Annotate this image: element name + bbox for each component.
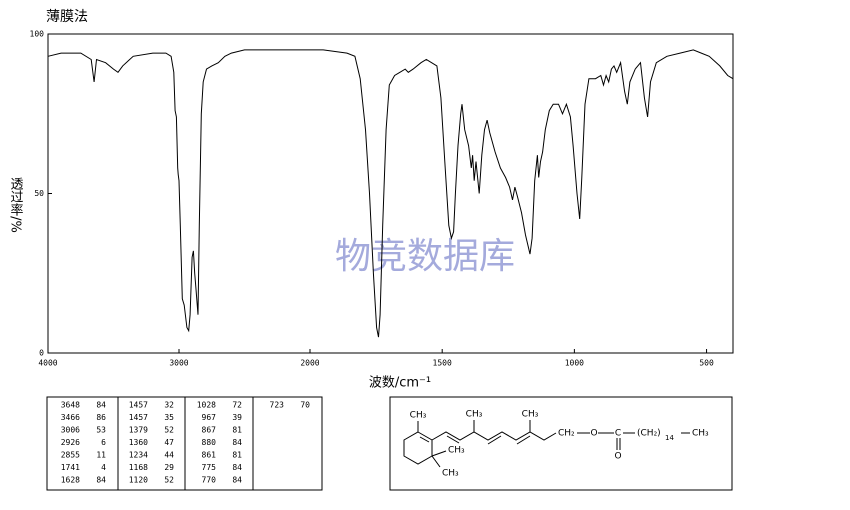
peak-wavenumber: 3466 xyxy=(61,413,80,422)
peak-transmittance: 84 xyxy=(232,476,242,485)
structure-label: CH₃ xyxy=(410,411,427,421)
peak-wavenumber: 1741 xyxy=(61,463,80,472)
x-tick-label: 1500 xyxy=(433,359,452,368)
structure-label: O xyxy=(590,429,597,439)
peak-transmittance: 39 xyxy=(232,413,242,422)
peak-wavenumber: 770 xyxy=(202,476,217,485)
peak-wavenumber: 1028 xyxy=(197,401,216,410)
peak-wavenumber: 723 xyxy=(270,401,285,410)
peak-transmittance: 72 xyxy=(232,401,242,410)
structure-label: CH₃ xyxy=(466,410,483,420)
structure-label: 14 xyxy=(665,434,674,442)
y-tick-label: 50 xyxy=(34,189,44,198)
peak-transmittance: 84 xyxy=(96,476,106,485)
x-tick-label: 2000 xyxy=(300,359,319,368)
peak-wavenumber: 3006 xyxy=(61,426,80,435)
peak-wavenumber: 1457 xyxy=(129,413,148,422)
peak-transmittance: 81 xyxy=(232,426,242,435)
peak-wavenumber: 1457 xyxy=(129,401,148,410)
structure-frame xyxy=(389,396,733,491)
structure-label: O xyxy=(614,452,621,462)
peak-transmittance: 84 xyxy=(232,463,242,472)
peak-wavenumber: 775 xyxy=(202,463,217,472)
peak-transmittance: 52 xyxy=(164,476,174,485)
peak-wavenumber: 861 xyxy=(202,451,217,460)
structure-label: CH₃ xyxy=(448,446,465,456)
peak-transmittance: 29 xyxy=(164,463,174,472)
y-tick-label: 0 xyxy=(39,349,44,358)
peak-transmittance: 32 xyxy=(164,401,174,410)
x-tick-label: 500 xyxy=(699,359,714,368)
peak-transmittance: 84 xyxy=(232,438,242,447)
peak-wavenumber: 2855 xyxy=(61,451,80,460)
peak-transmittance: 84 xyxy=(96,401,106,410)
peak-transmittance: 81 xyxy=(232,451,242,460)
peak-transmittance: 53 xyxy=(96,426,106,435)
peak-wavenumber: 1120 xyxy=(129,476,148,485)
structure-label: CH₃ xyxy=(442,469,459,479)
peak-wavenumber: 1628 xyxy=(61,476,80,485)
peak-wavenumber: 2926 xyxy=(61,438,80,447)
structure-label: CH₃ xyxy=(692,429,709,439)
watermark: 物竞数据库 xyxy=(335,236,515,277)
peak-transmittance: 52 xyxy=(164,426,174,435)
peak-transmittance: 6 xyxy=(101,438,106,447)
peak-wavenumber: 1234 xyxy=(129,451,148,460)
peak-transmittance: 4 xyxy=(101,463,106,472)
peak-wavenumber: 1360 xyxy=(129,438,148,447)
peak-transmittance: 86 xyxy=(96,413,106,422)
peak-transmittance: 70 xyxy=(300,401,310,410)
structure-bonds xyxy=(403,420,690,468)
structure-label: C xyxy=(615,429,621,439)
chart-title: 薄膜法 xyxy=(46,9,88,25)
peak-wavenumber: 3648 xyxy=(61,401,80,410)
spectrum-line xyxy=(47,49,734,338)
y-tick-label: 100 xyxy=(30,30,45,39)
x-axis-label: 波数/cm⁻¹ xyxy=(369,376,431,391)
x-tick-label: 4000 xyxy=(38,359,57,368)
structure-label: CH₂ xyxy=(558,429,575,439)
x-tick-label: 3000 xyxy=(169,359,188,368)
peak-transmittance: 47 xyxy=(164,438,174,447)
y-axis-label: 透过率/% xyxy=(8,177,24,233)
peak-wavenumber: 867 xyxy=(202,426,217,435)
peak-transmittance: 11 xyxy=(96,451,106,460)
peak-wavenumber: 1168 xyxy=(129,463,148,472)
structure-label: CH₃ xyxy=(522,410,539,420)
peak-transmittance: 44 xyxy=(164,451,174,460)
x-tick-label: 1000 xyxy=(565,359,584,368)
peak-transmittance: 35 xyxy=(164,413,174,422)
peak-wavenumber: 880 xyxy=(202,438,217,447)
structure-label: (CH₂) xyxy=(637,429,661,439)
peak-wavenumber: 967 xyxy=(202,413,217,422)
peak-wavenumber: 1379 xyxy=(129,426,148,435)
